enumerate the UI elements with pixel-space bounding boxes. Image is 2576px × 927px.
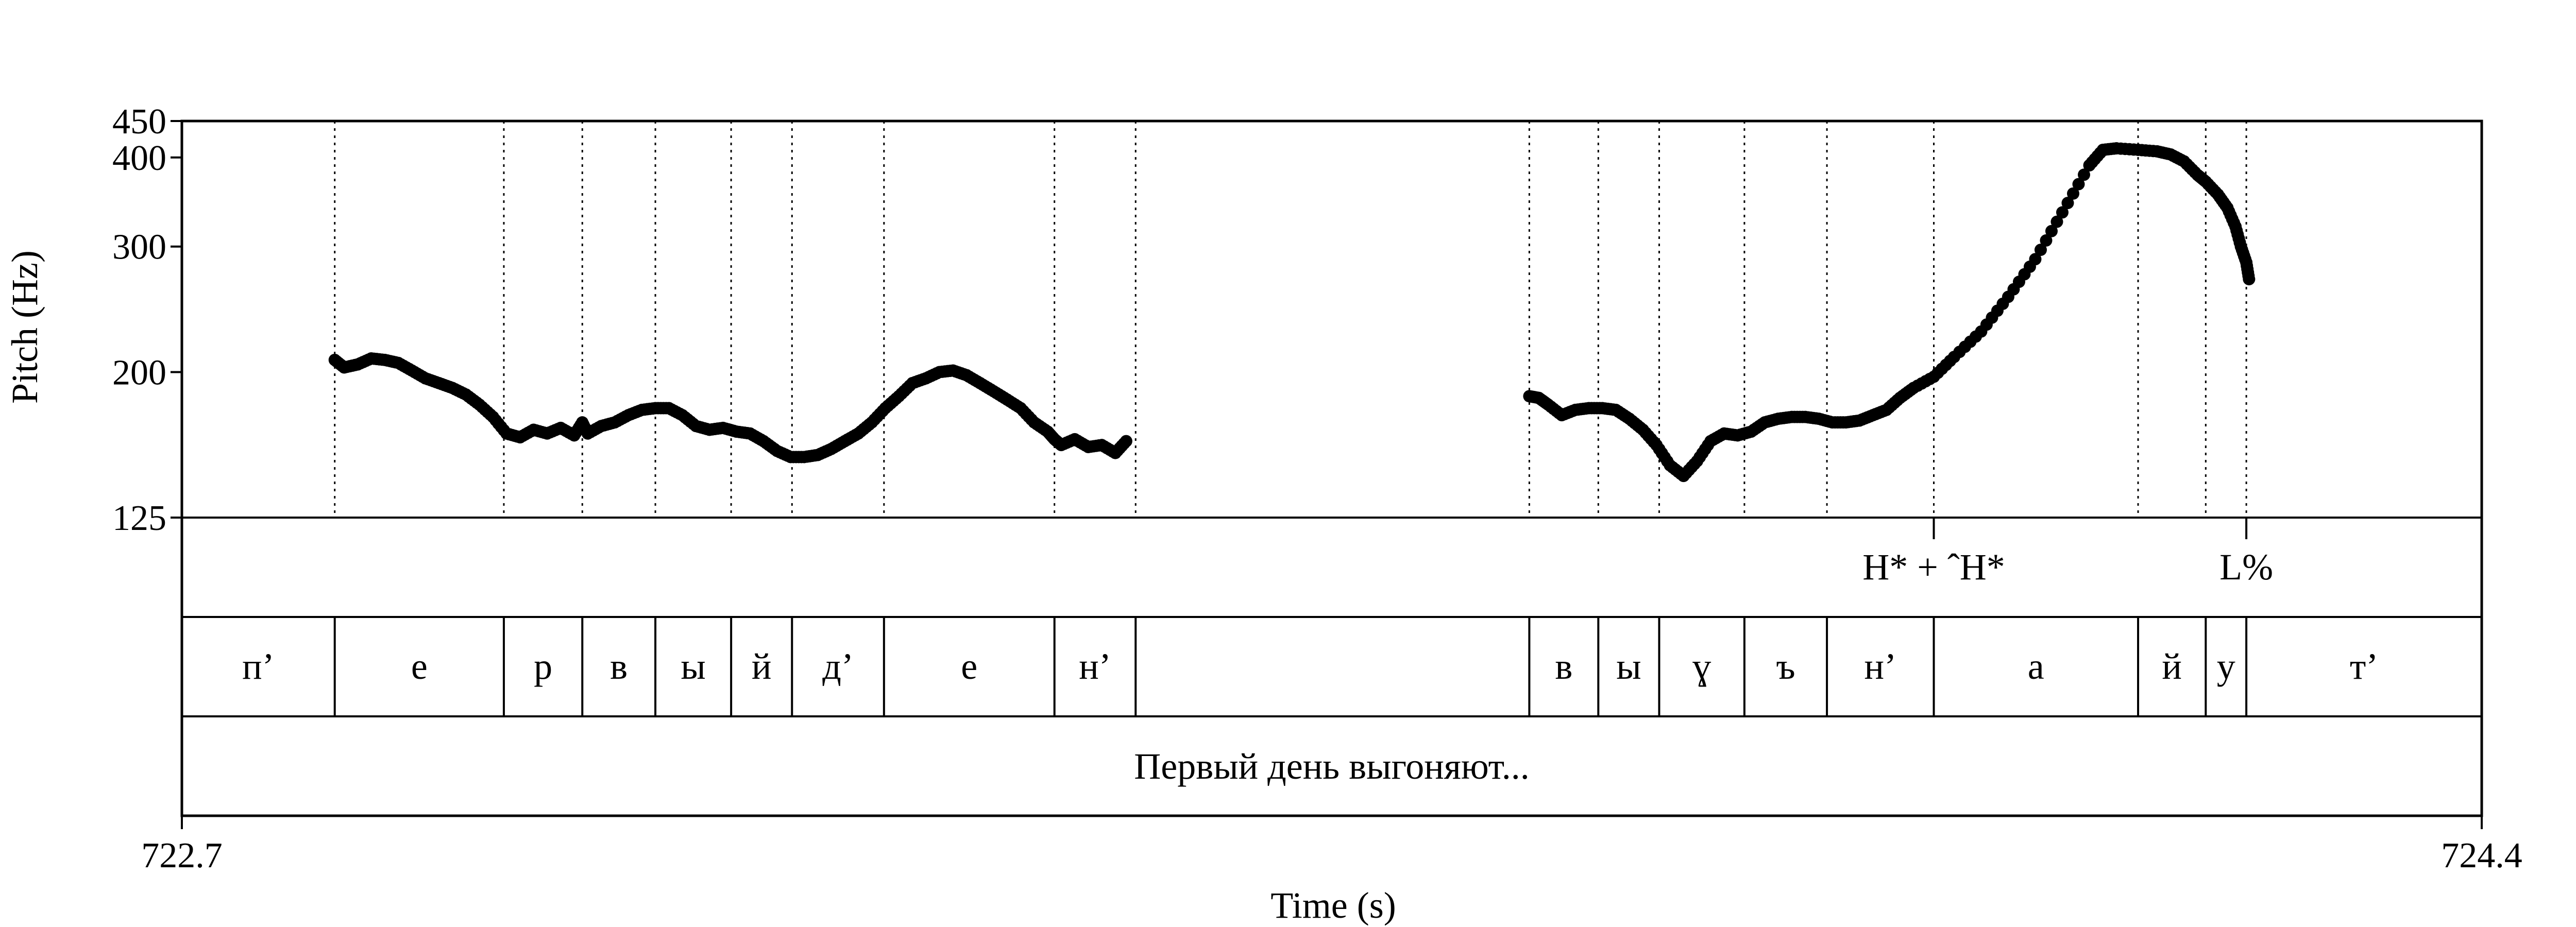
phone-label: е xyxy=(411,646,428,687)
axis-layer: Pitch (Hz) Time (s) xyxy=(4,250,1396,926)
y-tick-label: 125 xyxy=(112,499,166,538)
y-tick-label: 450 xyxy=(112,102,166,142)
phone-label: й xyxy=(752,646,772,687)
word-label: Первый день выгоняют... xyxy=(1134,746,1529,787)
pitch-point xyxy=(1120,435,1132,448)
pitch-point xyxy=(2061,197,2074,210)
plot-frame xyxy=(180,119,2483,817)
y-tick-label: 400 xyxy=(112,139,166,178)
phone-label: ɣ xyxy=(1692,646,1711,687)
pitch-series-2 xyxy=(1523,142,2256,483)
phone-label: п’ xyxy=(242,646,275,687)
y-tick-label: 300 xyxy=(112,228,166,267)
pitch-point xyxy=(2056,206,2069,219)
pitch-point xyxy=(2029,253,2042,266)
pitch-point xyxy=(2072,178,2085,191)
pitch-point xyxy=(2045,225,2058,237)
x-tick-label: 722.7 xyxy=(141,836,223,876)
y-tick-label: 200 xyxy=(112,353,166,392)
phone-label: й xyxy=(2162,646,2182,687)
pitch-point xyxy=(2066,187,2079,200)
y-axis-title: Pitch (Hz) xyxy=(4,250,45,404)
phone-label: в xyxy=(610,646,628,687)
x-axis-title: Time (s) xyxy=(1270,885,1396,926)
pitch-point xyxy=(2077,168,2090,181)
phone-label: р xyxy=(534,646,552,687)
x-tick-label: 724.4 xyxy=(2441,836,2522,876)
tone-label: H* + ˆH* xyxy=(1862,546,2005,588)
phone-label: ъ xyxy=(1776,646,1795,687)
tone-label: L% xyxy=(2219,546,2273,588)
phone-label: н’ xyxy=(1865,646,1897,687)
pitch-point xyxy=(2050,215,2063,228)
phone-label: в xyxy=(1555,646,1572,687)
phone-label: а xyxy=(2028,646,2044,687)
pitch-series-1 xyxy=(328,352,1132,464)
phone-label: у xyxy=(2217,646,2235,687)
pitch-point xyxy=(2243,273,2256,286)
pitch-point xyxy=(2040,234,2053,247)
phone-label: н’ xyxy=(1079,646,1111,687)
phone-label: е xyxy=(961,646,977,687)
phone-label: ы xyxy=(681,646,705,687)
phone-label: д’ xyxy=(822,646,854,687)
phone-label: т’ xyxy=(2350,646,2378,687)
pitch-point xyxy=(2034,244,2047,256)
phone-label: ы xyxy=(1616,646,1641,687)
